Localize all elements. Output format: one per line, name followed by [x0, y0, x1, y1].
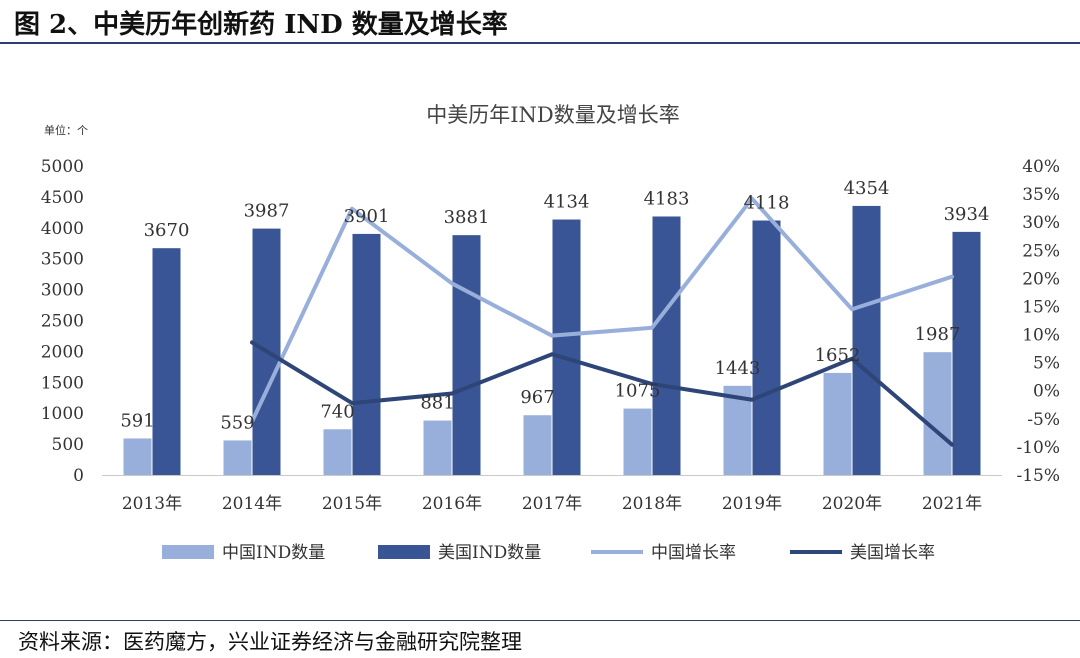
category-label-2013: 2013年 [122, 494, 182, 514]
china-bar-2013 [123, 438, 152, 475]
china-value-label-2018: 1075 [615, 381, 661, 402]
us-value-label-2019: 4118 [744, 193, 790, 214]
category-label-2021: 2021年 [922, 494, 982, 514]
category-label-2019: 2019年 [722, 494, 782, 514]
china-value-label-2013: 591 [120, 410, 154, 431]
category-label-2020: 2020年 [822, 494, 882, 514]
china-value-label-2014: 559 [220, 412, 254, 433]
us-value-label-2017: 4134 [544, 192, 590, 213]
right-tick-30%: 30% [1022, 213, 1060, 233]
category-label-2014: 2014年 [222, 494, 282, 514]
us-value-label-2015: 3901 [344, 206, 390, 227]
us-bar-2016 [452, 235, 481, 475]
right-tick-0%: 0% [1033, 382, 1060, 402]
left-tick-2000: 2000 [41, 342, 84, 362]
china-value-label-2017: 967 [520, 387, 554, 408]
china-value-label-2019: 1443 [715, 358, 761, 379]
left-tick-3500: 3500 [41, 250, 84, 270]
us-bar-2019 [752, 220, 781, 475]
legend-label-us-count: 美国IND数量 [438, 543, 541, 563]
bars [123, 205, 981, 476]
right-tick-20%: 20% [1022, 269, 1060, 289]
right-tick-10%: 10% [1022, 326, 1060, 346]
us-growth-line [250, 340, 954, 447]
us-value-label-2014: 3987 [244, 201, 290, 222]
china-bar-2021 [923, 352, 952, 475]
series-lines [250, 196, 954, 447]
us-value-label-2021: 3934 [944, 204, 990, 225]
figure-title: 图 2、中美历年创新药 IND 数量及增长率 [14, 10, 508, 40]
ind-chart: 中美历年IND数量及增长率 单位：个 0 500 1000 1500 2000 2500 3… [41, 103, 1060, 563]
unit-label: 单位：个 [44, 123, 88, 137]
bar-value-labels: 591 3670 559 3987 740 3901 881 3881 967 4134 1075 4… [120, 178, 989, 434]
left-tick-4000: 4000 [41, 219, 84, 239]
left-tick-5000: 5000 [41, 157, 84, 177]
us-bar-2020 [852, 205, 881, 476]
left-tick-500: 500 [52, 435, 84, 455]
right-tick--5%: -5% [1027, 410, 1060, 430]
us-bar-2015 [352, 233, 381, 475]
right-tick-40%: 40% [1022, 157, 1060, 177]
china-value-label-2021: 1987 [915, 324, 961, 345]
category-label-2016: 2016年 [422, 494, 482, 514]
china-value-label-2015: 740 [320, 401, 354, 422]
left-tick-2500: 2500 [41, 312, 84, 332]
legend-swatch-china-count [162, 545, 214, 559]
china-bar-2017 [523, 415, 552, 475]
left-tick-0: 0 [73, 466, 84, 486]
us-bar-2017 [552, 219, 581, 475]
us-bar-2021 [952, 231, 981, 475]
us-bar-2018 [652, 216, 681, 475]
category-label-2015: 2015年 [322, 494, 382, 514]
legend: 中国IND数量 美国IND数量 中国增长率 美国增长率 [162, 543, 935, 563]
us-value-label-2018: 4183 [644, 188, 690, 209]
china-bar-2016 [423, 420, 452, 475]
chart-title: 中美历年IND数量及增长率 [426, 103, 680, 127]
left-tick-1500: 1500 [41, 373, 84, 393]
us-value-label-2020: 4354 [844, 178, 890, 199]
china-growth-line [250, 196, 954, 424]
category-label-2017: 2017年 [522, 494, 582, 514]
legend-label-china-count: 中国IND数量 [222, 543, 325, 563]
us-bar-2013 [152, 248, 181, 475]
right-axis-ticks: -15% -10% -5% 0% 5% 10% 15% 20% 25% 30% 35% 40% [1016, 157, 1060, 486]
right-tick-15%: 15% [1022, 297, 1060, 317]
legend-label-us-growth: 美国增长率 [850, 543, 935, 563]
us-value-label-2016: 3881 [444, 207, 490, 228]
left-tick-3000: 3000 [41, 281, 84, 301]
left-tick-4500: 4500 [41, 188, 84, 208]
legend-label-china-growth: 中国增长率 [651, 543, 736, 563]
china-bar-2015 [323, 429, 352, 475]
china-bar-2018 [623, 408, 652, 475]
china-value-label-2016: 881 [420, 393, 454, 414]
china-bar-2020 [823, 372, 852, 475]
category-labels: 2013年 2014年 2015年 2016年 2017年 2018年 2019年 2020年… [122, 494, 982, 514]
left-axis-ticks: 0 500 1000 1500 2000 2500 3000 3500 4000 4500 5000 [41, 157, 84, 486]
category-label-2018: 2018年 [622, 494, 682, 514]
top-rule [0, 42, 1080, 44]
china-value-label-2020: 1652 [815, 345, 861, 366]
bottom-rule [0, 620, 1080, 621]
left-tick-1000: 1000 [41, 404, 84, 424]
right-tick-5%: 5% [1033, 354, 1060, 374]
right-tick--15%: -15% [1016, 466, 1060, 486]
source-note: 资料来源：医药魔方，兴业证券经济与金融研究院整理 [18, 630, 522, 654]
china-bar-2014 [223, 440, 252, 475]
right-tick-35%: 35% [1022, 185, 1060, 205]
right-tick--10%: -10% [1016, 438, 1060, 458]
legend-swatch-us-count [378, 545, 430, 559]
us-value-label-2013: 3670 [144, 220, 190, 241]
right-tick-25%: 25% [1022, 241, 1060, 261]
